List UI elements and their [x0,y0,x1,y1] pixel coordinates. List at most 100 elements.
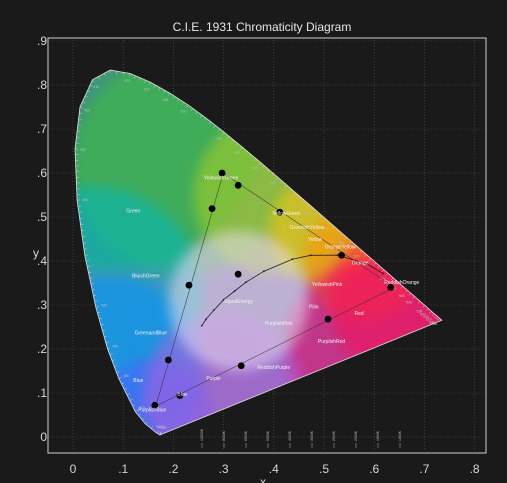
wavelength-label: 510 [93,85,99,89]
wavelength-tick [373,262,376,265]
wavelength-tick [190,108,194,111]
wavelength-tick [302,200,305,203]
wavelength-tick [116,371,120,373]
wavelength-tick [93,294,97,296]
temperature-labels: 10000K 8000K 6500K 5000K 4000K 3000K 2500K 2000… [200,428,402,448]
wavelength-tick [204,118,207,121]
temperature-label: 3000K [310,430,314,441]
wavelength-tick [186,104,189,108]
wavelength-tick [95,306,99,308]
wavelength-tick [385,272,388,276]
data-point [185,281,193,289]
wavelength-tick [208,121,212,125]
wavelength-tick [133,75,136,79]
wavelength-tick [417,301,421,304]
wavelength-label: 535 [216,137,222,141]
planckian-marker [336,254,339,257]
temperature-label: 4000K [288,430,292,441]
wavelength-tick [231,139,234,143]
wavelength-label: 575 [380,277,386,281]
region-label: Green [126,209,140,215]
y-tick-label: 0 [40,430,47,444]
wavelength-tick [435,316,438,319]
wavelength-label: 540 [234,151,240,155]
wavelength-tick [412,296,415,299]
wavelength-tick [94,300,98,302]
y-tick-label: .4 [37,254,47,268]
wavelength-tick [433,314,437,318]
wavelength-tick [323,219,327,222]
wavelength-tick [235,143,239,146]
wavelength-label: 630 [429,320,435,324]
wavelength-tick [253,158,256,161]
wavelength-tick [354,245,357,249]
data-point [387,284,395,291]
x-tick-label: .5 [319,462,329,476]
wavelength-tick [368,258,372,261]
data-point [276,208,284,216]
wavelength-label: 700 [431,322,437,326]
wavelength-tick [381,269,384,273]
wavelength-label: 485 [112,345,118,349]
region-label: Yellow [308,237,323,243]
color-blob [168,230,309,371]
wavelength-label: 640 [430,321,436,325]
region-label: Blue [133,378,143,384]
wavelength-tick [436,317,439,320]
temperature-label: 2500K [332,430,336,441]
y-axis-label: y [33,246,39,260]
x-tick-label: .7 [419,462,429,476]
wavelength-label: 380 [156,425,162,429]
wavelength-tick [405,289,408,293]
planckian-marker [366,263,368,265]
wavelength-tick [437,318,440,321]
chart-title: C.I.E. 1931 Chromaticity Diagram [173,20,352,34]
wavelength-label: 560 [322,227,328,231]
gamut-triangle [155,172,395,407]
wavelength-tick [293,192,297,196]
wavelength-tick [111,359,115,361]
wavelength-label: 545 [252,166,258,170]
wavelength-tick [240,146,243,150]
wavelength-tick [87,90,91,93]
region-label: Purple [206,376,221,382]
region-label: Pink [309,305,319,311]
wavelength-label: 585 [399,294,405,298]
y-tick-label: .3 [37,298,47,312]
x-tick-label: .4 [269,462,279,476]
region-label: PurplishPink [265,321,293,327]
axis-ticks: 0 .1 .2 .3 .4 .5 .6 .7 .8 0 .1 .2 .3 .4 .5 .6 .7 .8 .9 [37,34,480,476]
wavelength-tick [121,382,125,385]
region-label: OrangeYellow [325,245,356,251]
wavelength-tick [426,308,429,311]
wavelength-tick [92,289,96,291]
planckian-marker [245,281,247,284]
wavelength-tick [148,82,151,86]
wavelength-tick [126,393,130,396]
planckian-marker [309,254,312,257]
wavelength-tick [129,399,133,401]
planckian-marker [204,318,207,321]
wavelength-tick [315,211,318,215]
region-label: GreenandBlue [135,330,167,336]
data-point [218,169,226,177]
wavelength-tick [107,347,111,349]
wavelength-tick [276,177,279,181]
planckian-marker [291,258,294,261]
wavelength-tick [349,241,352,244]
wavelength-label: 505 [84,108,90,112]
x-tick-label: .6 [369,462,379,476]
region-label: Blue [177,392,187,398]
y-tick-label: .6 [37,166,47,180]
wavelength-tick [400,286,404,289]
wavelength-tick [102,329,106,332]
y-tick-label: .5 [37,210,47,224]
wavelength-tick [79,106,83,109]
planckian-marker [222,298,225,301]
wavelength-tick [181,101,184,105]
wavelength-label: 520 [144,87,150,91]
data-point [176,392,184,400]
spectral-locus-outline [74,69,443,436]
wavelength-label: 620 [426,317,432,321]
